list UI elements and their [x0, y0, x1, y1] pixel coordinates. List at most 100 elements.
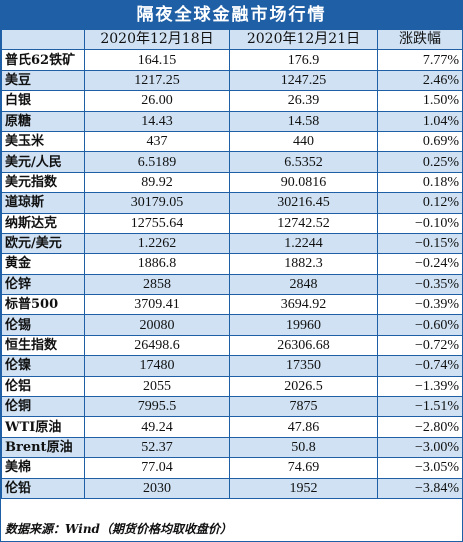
row-change: −1.51% — [377, 396, 463, 418]
row-prev-value: 2055 — [84, 375, 230, 398]
row-name: 黄金 — [1, 253, 85, 275]
row-curr-value: 1247.25 — [229, 69, 378, 92]
row-curr-value: 1.2244 — [229, 232, 378, 255]
row-change: −1.39% — [377, 375, 463, 398]
row-curr-value: 1952 — [229, 477, 378, 499]
row-change: −0.39% — [377, 294, 463, 316]
row-change: −0.60% — [377, 314, 463, 336]
row-prev-value: 437 — [84, 130, 230, 153]
row-name: 美棉 — [1, 457, 85, 479]
row-change: 1.50% — [377, 90, 463, 112]
table-row: 美豆 1217.25 1247.25 2.46% — [1, 69, 463, 92]
table-row: 原糖 14.43 14.58 1.04% — [1, 110, 463, 132]
row-curr-value: 2848 — [229, 273, 378, 296]
table-row: 伦铜 7995.5 7875 −1.51% — [1, 396, 463, 418]
row-prev-value: 2030 — [84, 477, 230, 499]
header-change: 涨跌幅 — [377, 28, 463, 51]
row-name: Brent原油 — [1, 436, 85, 459]
header-name — [1, 28, 85, 51]
row-change: 0.12% — [377, 192, 463, 214]
row-name: 道琼斯 — [1, 192, 85, 214]
table-row: 伦锡 20080 19960 −0.60% — [1, 314, 463, 336]
table-row: 标普500 3709.41 3694.92 −0.39% — [1, 294, 463, 316]
table-row: 黄金 1886.8 1882.3 −0.24% — [1, 253, 463, 275]
table-title: 隔夜全球金融市场行情 — [1, 1, 462, 29]
row-change: 1.04% — [377, 110, 463, 132]
row-curr-value: 176.9 — [229, 49, 378, 71]
row-curr-value: 6.5352 — [229, 151, 378, 173]
row-change: 2.46% — [377, 69, 463, 92]
row-prev-value: 26.00 — [84, 90, 230, 112]
table-body: 普氏62铁矿 164.15 176.9 7.77% 美豆 1217.25 1247.25 2.… — [1, 49, 463, 499]
header-row: 2020年12月18日 2020年12月21日 涨跌幅 — [1, 28, 463, 51]
row-curr-value: 30216.45 — [229, 192, 378, 214]
row-curr-value: 50.8 — [229, 436, 378, 459]
row-name: 白银 — [1, 90, 85, 112]
row-change: 0.25% — [377, 151, 463, 173]
row-name: 伦铅 — [1, 477, 85, 499]
row-prev-value: 1886.8 — [84, 253, 230, 275]
table-row: 普氏62铁矿 164.15 176.9 7.77% — [1, 49, 463, 71]
market-data-table: 2020年12月18日 2020年12月21日 涨跌幅 普氏62铁矿 164.15… — [1, 28, 463, 499]
row-prev-value: 1217.25 — [84, 69, 230, 92]
row-change: −0.35% — [377, 273, 463, 296]
source-note: 数据来源：Wind（期货价格均取收盘价） — [5, 522, 232, 536]
row-name: WTI原油 — [1, 416, 85, 438]
row-prev-value: 6.5189 — [84, 151, 230, 173]
row-curr-value: 74.69 — [229, 457, 378, 479]
row-prev-value: 17480 — [84, 355, 230, 377]
row-prev-value: 89.92 — [84, 171, 230, 194]
row-name: 原糖 — [1, 110, 85, 132]
row-curr-value: 90.0816 — [229, 171, 378, 194]
table-row: 纳斯达克 12755.64 12742.52 −0.10% — [1, 212, 463, 234]
row-curr-value: 19960 — [229, 314, 378, 336]
row-curr-value: 26.39 — [229, 90, 378, 112]
row-curr-value: 47.86 — [229, 416, 378, 438]
row-name: 伦锡 — [1, 314, 85, 336]
row-name: 伦镍 — [1, 355, 85, 377]
table-row: 伦铝 2055 2026.5 −1.39% — [1, 375, 463, 398]
row-prev-value: 3709.41 — [84, 294, 230, 316]
row-name: 美豆 — [1, 69, 85, 92]
row-curr-value: 14.58 — [229, 110, 378, 132]
row-change: −2.80% — [377, 416, 463, 438]
row-change: 7.77% — [377, 49, 463, 71]
row-prev-value: 20080 — [84, 314, 230, 336]
row-prev-value: 77.04 — [84, 457, 230, 479]
row-prev-value: 1.2262 — [84, 232, 230, 255]
row-name: 标普500 — [1, 294, 85, 316]
table-row: 道琼斯 30179.05 30216.45 0.12% — [1, 192, 463, 214]
row-name: 美元/人民 — [1, 151, 85, 173]
row-name: 恒生指数 — [1, 334, 85, 357]
row-prev-value: 52.37 — [84, 436, 230, 459]
table-row: 美玉米 437 440 0.69% — [1, 130, 463, 153]
table-row: WTI原油 49.24 47.86 −2.80% — [1, 416, 463, 438]
row-change: −0.74% — [377, 355, 463, 377]
row-prev-value: 164.15 — [84, 49, 230, 71]
table-row: 美元/人民 6.5189 6.5352 0.25% — [1, 151, 463, 173]
row-curr-value: 7875 — [229, 396, 378, 418]
table-row: 恒生指数 26498.6 26306.68 −0.72% — [1, 334, 463, 357]
row-name: 普氏62铁矿 — [1, 49, 85, 71]
table-row: 美棉 77.04 74.69 −3.05% — [1, 457, 463, 479]
row-curr-value: 440 — [229, 130, 378, 153]
row-prev-value: 2858 — [84, 273, 230, 296]
row-curr-value: 12742.52 — [229, 212, 378, 234]
row-prev-value: 14.43 — [84, 110, 230, 132]
row-name: 纳斯达克 — [1, 212, 85, 234]
header-date-curr: 2020年12月21日 — [229, 28, 378, 51]
row-curr-value: 26306.68 — [229, 334, 378, 357]
row-name: 美玉米 — [1, 130, 85, 153]
row-prev-value: 7995.5 — [84, 396, 230, 418]
row-name: 伦锌 — [1, 273, 85, 296]
table-row: 美元指数 89.92 90.0816 0.18% — [1, 171, 463, 194]
row-change: −0.24% — [377, 253, 463, 275]
row-change: 0.18% — [377, 171, 463, 194]
row-curr-value: 17350 — [229, 355, 378, 377]
table-row: Brent原油 52.37 50.8 −3.00% — [1, 436, 463, 459]
row-change: −0.72% — [377, 334, 463, 357]
table-row: 伦铅 2030 1952 −3.84% — [1, 477, 463, 499]
row-change: −0.15% — [377, 232, 463, 255]
row-change: 0.69% — [377, 130, 463, 153]
